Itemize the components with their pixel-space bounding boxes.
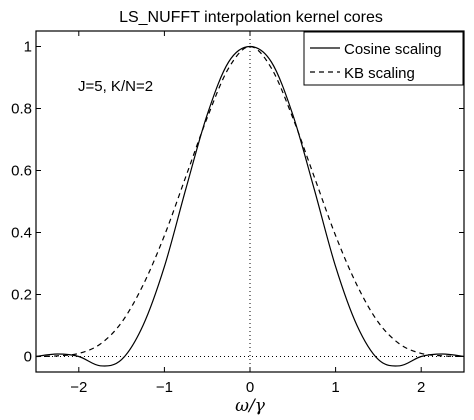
x-tick-label: 1 <box>331 379 339 396</box>
y-tick-label: 0.8 <box>11 101 32 118</box>
x-tick-label: 2 <box>417 379 425 396</box>
reference-lines <box>36 31 464 372</box>
legend-label-kb-scaling: KB scaling <box>344 65 415 82</box>
x-tick-label: −2 <box>70 379 87 396</box>
legend-box <box>303 31 464 86</box>
chart-title: LS_NUFFT interpolation kernel cores <box>119 9 383 26</box>
y-tick-label: 1 <box>24 39 32 56</box>
legend-label-cosine-scaling: Cosine scaling <box>344 41 442 58</box>
ticks-layer: −2 −1 0 1 2 0 0.2 0.4 0.6 0.8 1 <box>11 31 464 396</box>
series-line-cosine-scaling <box>35 45 465 367</box>
y-tick-label: 0 <box>24 349 32 366</box>
y-tick-label: 0.4 <box>11 225 32 242</box>
y-tick-label: 0.2 <box>11 287 32 304</box>
y-tick-label: 0.6 <box>11 163 32 180</box>
x-tick-label: −1 <box>156 379 173 396</box>
series-line-kb-scaling <box>35 45 465 358</box>
parameter-annotation: J=5, K/N=2 <box>78 78 153 95</box>
legend: Cosine scaling KB scaling <box>303 31 464 86</box>
x-tick-label: 0 <box>246 379 254 396</box>
plot-area: −2 −1 0 1 2 0 0.2 0.4 0.6 0.8 1 <box>11 30 465 396</box>
series-layer <box>35 45 465 367</box>
x-axis-label: ω/γ <box>235 396 266 416</box>
